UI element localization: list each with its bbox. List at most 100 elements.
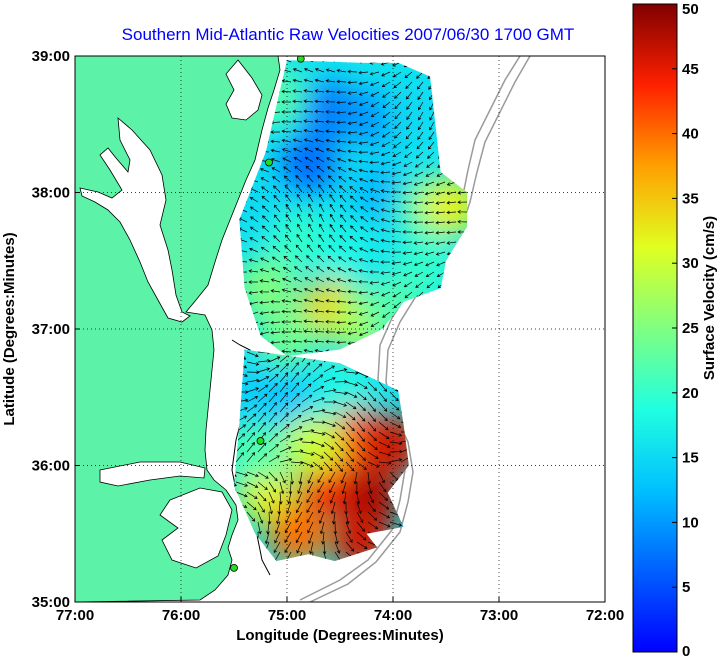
velocity-arrow (268, 412, 277, 423)
velocity-arrow (314, 298, 325, 303)
velocity-arrow (446, 230, 457, 235)
velocity-arrow (270, 330, 281, 335)
velocity-arrow (356, 401, 366, 412)
velocity-arrow (404, 71, 413, 79)
velocity-arrow (382, 121, 391, 128)
velocity-arrow (318, 193, 325, 203)
velocity-arrow (281, 89, 292, 94)
velocity-arrow (301, 417, 315, 423)
speed-sample (278, 135, 339, 196)
velocity-arrow (303, 348, 314, 353)
velocity-arrow (318, 233, 325, 243)
velocity-arrow (378, 451, 392, 457)
velocity-arrow (425, 271, 435, 278)
velocity-arrow (318, 511, 325, 524)
velocity-arrow (367, 491, 375, 504)
velocity-arrow (267, 511, 272, 525)
velocity-arrow (273, 224, 281, 233)
velocity-arrow (281, 110, 291, 114)
velocity-arrow (336, 310, 347, 314)
velocity-arrow (328, 244, 336, 253)
x-tick-label: 76:00 (162, 607, 200, 624)
velocity-arrow (415, 281, 424, 288)
velocity-arrow (358, 91, 369, 96)
velocity-arrow (316, 266, 325, 273)
velocity-arrow (268, 392, 278, 403)
velocity-arrow (378, 411, 388, 422)
velocity-arrow (378, 471, 385, 484)
velocity-arrow (303, 128, 314, 133)
velocity-arrow (325, 319, 336, 324)
velocity-arrow (268, 481, 276, 493)
velocity-arrow (446, 210, 457, 215)
velocity-arrow (360, 206, 369, 213)
velocity-arrow (347, 289, 358, 294)
velocity-arrow (347, 300, 358, 305)
velocity-arrow (347, 149, 358, 154)
velocity-arrow (325, 329, 336, 334)
velocity-arrow (427, 151, 435, 159)
velocity-arrow (327, 175, 336, 183)
velocity-arrow (296, 184, 303, 193)
velocity-arrow (358, 121, 369, 126)
velocity-arrow (303, 89, 314, 93)
velocity-arrow (356, 381, 368, 389)
velocity-arrow (292, 138, 303, 143)
velocity-arrow (336, 79, 347, 84)
velocity-arrow (424, 181, 435, 187)
velocity-arrow (382, 131, 391, 138)
velocity-arrow (378, 441, 391, 448)
velocity-arrow (370, 91, 380, 97)
velocity-arrow (416, 141, 424, 150)
velocity-arrow (404, 291, 413, 299)
velocity-arrow (279, 457, 293, 463)
velocity-arrow (270, 148, 281, 153)
velocity-arrow (414, 171, 424, 177)
velocity-arrow (292, 78, 303, 83)
velocity-arrow (382, 91, 391, 98)
velocity-arrow (330, 501, 336, 515)
velocity-arrow (457, 190, 468, 195)
velocity-arrow (325, 109, 336, 114)
chesapeake-bay (79, 117, 191, 323)
velocity-arrow (334, 541, 341, 554)
velocity-arrow (334, 441, 344, 452)
velocity-arrow (381, 81, 391, 87)
radar-station-marker (265, 158, 273, 167)
velocity-arrow (259, 289, 270, 294)
velocity-arrow (436, 261, 446, 267)
velocity-arrow (380, 189, 391, 193)
velocity-arrow (306, 481, 314, 494)
velocity-arrow (381, 291, 391, 297)
velocity-arrow (391, 271, 402, 276)
velocity-arrow (260, 257, 270, 263)
velocity-arrow (306, 174, 314, 183)
velocity-arrow (329, 481, 336, 494)
velocity-arrow (378, 481, 387, 493)
velocity-arrow (292, 349, 303, 353)
velocity-arrow (281, 320, 292, 324)
velocity-arrow (391, 190, 402, 194)
velocity-arrow (295, 521, 303, 533)
colorbar-tick-label: 5 (682, 579, 690, 596)
velocity-arrow (404, 151, 413, 158)
velocity-arrow (402, 171, 413, 177)
velocity-arrow (290, 362, 299, 373)
velocity-arrow (271, 267, 281, 273)
velocity-arrow (257, 393, 268, 403)
velocity-arrow (358, 311, 369, 316)
velocity-arrow (369, 71, 380, 76)
velocity-arrow (378, 511, 391, 519)
velocity-arrow (380, 208, 391, 213)
velocity-arrow (314, 329, 325, 334)
velocity-arrow (402, 209, 413, 214)
velocity-arrow (303, 67, 314, 73)
velocity-arrow (359, 187, 369, 193)
velocity-arrow (281, 138, 292, 143)
velocity-arrow (378, 401, 388, 412)
velocity-arrow (301, 383, 312, 393)
velocity-arrow (308, 203, 314, 213)
velocity-arrow (360, 216, 369, 223)
velocity-arrow (428, 131, 435, 141)
velocity-arrow (339, 224, 347, 233)
